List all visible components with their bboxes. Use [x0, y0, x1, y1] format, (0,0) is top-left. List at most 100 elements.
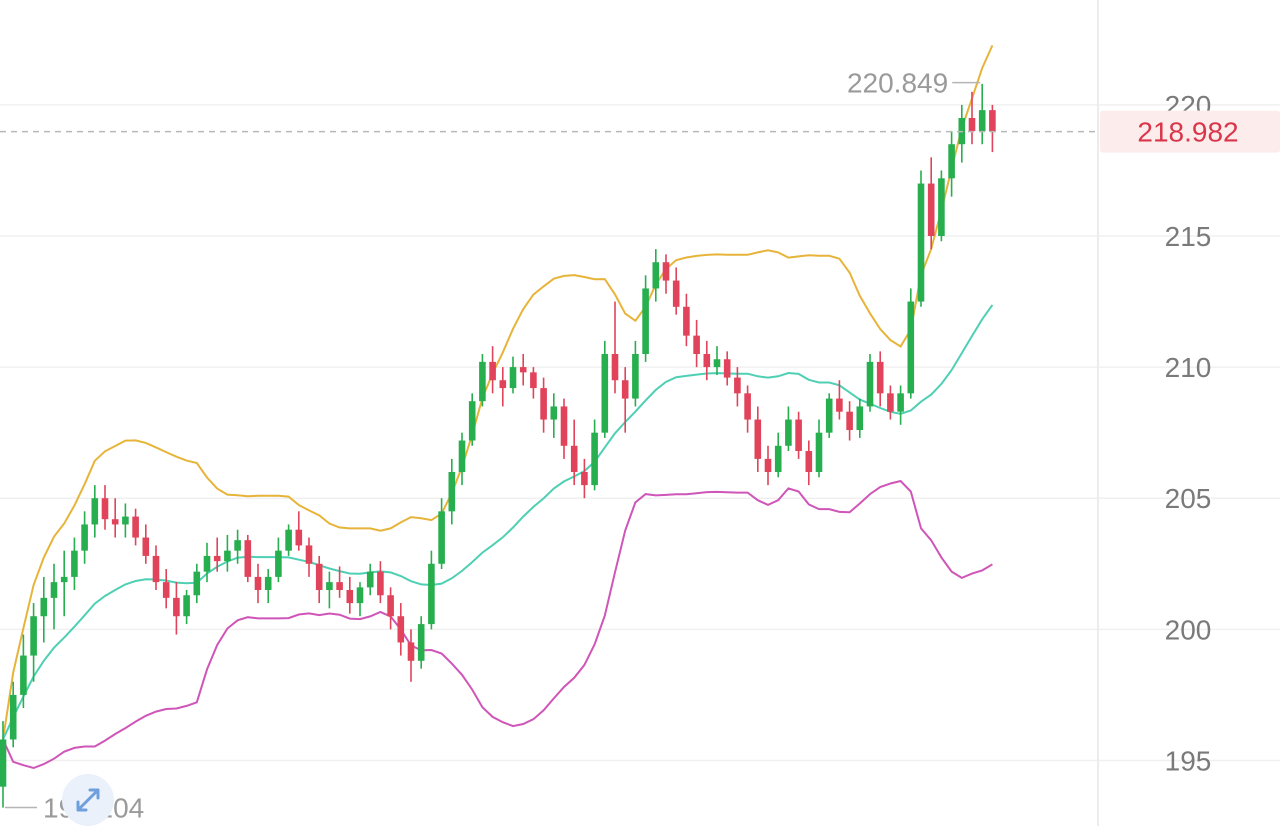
candle-7 — [71, 537, 78, 590]
candle-91 — [927, 157, 935, 250]
candle-body-35 — [356, 587, 364, 604]
candle-body-52 — [530, 372, 537, 389]
candle-44 — [448, 458, 456, 525]
candle-body-31 — [315, 563, 323, 590]
candle-body-30 — [305, 545, 313, 564]
candle-29 — [295, 511, 303, 551]
candle-74 — [754, 406, 762, 472]
candle-body-88 — [897, 393, 904, 412]
candle-59 — [601, 340, 609, 438]
candle-body-54 — [550, 406, 558, 420]
candle-body-69 — [703, 354, 711, 368]
candle-48 — [489, 346, 496, 394]
candle-body-61 — [621, 380, 629, 399]
candle-55 — [560, 398, 568, 459]
candle-body-14 — [142, 537, 150, 556]
candle-30 — [305, 537, 313, 577]
candle-5 — [50, 563, 58, 630]
candle-45 — [458, 432, 466, 486]
candle-27 — [275, 537, 282, 583]
middle-band-line — [2, 304, 994, 740]
candle-69 — [703, 340, 711, 381]
candle-body-92 — [938, 178, 945, 236]
candle-body-45 — [458, 440, 466, 472]
candle-1 — [9, 681, 17, 748]
period-high-label: 220.849 — [847, 68, 948, 99]
candle-body-13 — [132, 516, 139, 538]
candle-body-73 — [744, 393, 751, 420]
candle-11 — [111, 498, 119, 538]
candle-24 — [244, 534, 252, 583]
y-tick-215: 215 — [1165, 221, 1212, 252]
candle-body-50 — [509, 367, 517, 389]
candle-body-33 — [336, 582, 343, 590]
candle-26 — [264, 569, 272, 604]
candle-body-59 — [601, 354, 609, 433]
candle-21 — [213, 537, 221, 572]
candle-51 — [519, 354, 527, 386]
candle-body-41 — [417, 624, 425, 661]
candle-body-26 — [264, 576, 272, 590]
candle-body-77 — [785, 419, 792, 446]
candle-71 — [723, 351, 731, 386]
candle-16 — [162, 569, 170, 609]
bollinger-bands — [2, 44, 994, 770]
candle-43 — [438, 498, 445, 570]
candle-body-37 — [377, 571, 384, 596]
candle-body-53 — [540, 388, 547, 420]
candle-body-2 — [20, 655, 27, 695]
candle-body-0 — [0, 739, 7, 787]
candle-87 — [887, 385, 894, 420]
candle-66 — [672, 267, 680, 315]
candle-body-91 — [927, 183, 935, 236]
candle-body-24 — [244, 540, 252, 577]
candle-76 — [774, 432, 782, 478]
candle-body-72 — [734, 377, 741, 394]
candle-19 — [193, 563, 201, 604]
current-price-label: 218.982 — [1137, 117, 1238, 148]
candle-body-16 — [162, 582, 170, 598]
candle-body-60 — [611, 354, 619, 381]
candle-body-71 — [723, 359, 731, 378]
candle-body-5 — [50, 582, 58, 598]
candle-body-48 — [489, 361, 496, 381]
candle-body-44 — [448, 472, 456, 512]
candle-57 — [581, 458, 588, 499]
candle-34 — [346, 576, 354, 614]
candle-body-20 — [203, 555, 211, 572]
candle-0 — [0, 721, 7, 808]
candle-68 — [693, 319, 700, 368]
candle-body-58 — [591, 432, 598, 486]
candle-40 — [407, 629, 415, 682]
candle-94 — [958, 104, 966, 163]
candle-body-67 — [683, 306, 690, 336]
candle-54 — [550, 393, 558, 438]
candle-body-17 — [173, 597, 180, 617]
candle-body-43 — [438, 511, 445, 564]
candle-80 — [815, 419, 823, 478]
candle-2 — [20, 634, 27, 708]
candle-84 — [856, 398, 864, 438]
y-tick-205: 205 — [1165, 483, 1212, 514]
candle-63 — [642, 275, 649, 362]
candle-65 — [662, 254, 670, 294]
candle-body-23 — [234, 540, 241, 551]
candle-body-90 — [917, 183, 925, 302]
expand-icon[interactable] — [62, 774, 114, 826]
candle-body-84 — [856, 406, 864, 431]
candle-body-62 — [632, 354, 639, 399]
candle-32 — [326, 571, 333, 609]
candle-body-27 — [275, 550, 282, 577]
candle-4 — [40, 576, 48, 643]
candle-body-42 — [428, 563, 435, 625]
candle-82 — [836, 380, 843, 420]
candle-body-9 — [91, 498, 99, 525]
candle-37 — [377, 561, 384, 604]
candle-body-6 — [60, 576, 68, 583]
y-tick-200: 200 — [1165, 614, 1212, 645]
candle-3 — [30, 603, 37, 682]
candle-8 — [81, 511, 88, 564]
candle-67 — [683, 293, 690, 347]
candle-33 — [336, 566, 343, 598]
